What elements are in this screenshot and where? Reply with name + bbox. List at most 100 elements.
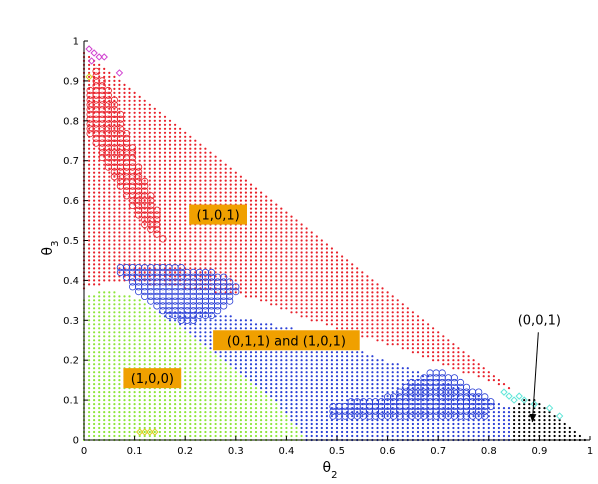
- region-dot: [361, 363, 364, 366]
- region-dot: [280, 430, 283, 434]
- region-dot: [401, 430, 404, 434]
- region-dot: [341, 359, 344, 362]
- region-dot: [270, 426, 273, 430]
- region-dot: [351, 271, 354, 274]
- region-dot: [260, 199, 263, 202]
- region-dot: [310, 303, 313, 306]
- region-dot: [103, 411, 106, 414]
- region-dot: [179, 139, 182, 142]
- region-dot: [98, 430, 101, 434]
- region-dot: [244, 434, 247, 438]
- region-dot: [158, 315, 161, 318]
- region-dot: [275, 355, 278, 358]
- region-dot: [249, 383, 253, 386]
- region-dot: [184, 355, 187, 358]
- region-dot: [199, 167, 202, 170]
- region-dot: [189, 151, 192, 154]
- region-dot: [447, 355, 450, 358]
- region-dot: [118, 87, 121, 90]
- region-dot: [280, 251, 283, 254]
- region-dot: [204, 375, 207, 378]
- region-dot: [254, 211, 258, 214]
- region-dot: [381, 363, 384, 366]
- region-dot: [290, 426, 293, 430]
- region-dot: [179, 343, 182, 346]
- region-dot: [305, 411, 308, 414]
- region-dot: [88, 251, 91, 254]
- region-dot: [244, 395, 247, 398]
- circle-marker: [329, 402, 337, 411]
- region-dot: [234, 419, 237, 422]
- region-dot: [113, 75, 116, 78]
- region-dot: [158, 263, 161, 266]
- region-dot: [234, 255, 237, 258]
- region-dot: [204, 426, 207, 430]
- region-dot: [194, 323, 197, 326]
- region-dot: [477, 434, 480, 438]
- region-dot: [270, 283, 273, 286]
- region-dot: [437, 355, 440, 358]
- region-dot: [189, 267, 192, 270]
- region-dot: [113, 407, 116, 410]
- region-dot: [452, 359, 455, 362]
- region-dot: [103, 395, 106, 398]
- region-dot: [128, 359, 131, 362]
- region-dot: [184, 375, 187, 378]
- region-dot: [406, 367, 409, 370]
- region-dot: [386, 371, 389, 374]
- region-dot: [184, 379, 187, 382]
- region-dot: [113, 223, 116, 226]
- region-dot: [280, 387, 283, 390]
- region-dot: [295, 247, 298, 250]
- region-dot: [204, 187, 207, 190]
- region-dot: [108, 227, 111, 230]
- region-dot: [330, 263, 333, 266]
- region-dot: [300, 395, 303, 398]
- region-dot: [381, 415, 384, 418]
- region-dot: [199, 415, 202, 418]
- region-dot: [224, 239, 227, 242]
- region-dot: [416, 351, 420, 354]
- region-dot: [507, 411, 511, 414]
- region-dot: [305, 295, 308, 298]
- region-dot: [148, 363, 151, 366]
- region-dot: [315, 235, 318, 238]
- region-dot: [93, 407, 96, 410]
- region-dot: [396, 387, 399, 390]
- region-dot: [108, 215, 111, 218]
- region-dot: [163, 339, 167, 342]
- region-dot: [148, 127, 151, 130]
- region-dot: [310, 351, 313, 354]
- region-dot: [189, 383, 192, 386]
- region-dot: [310, 407, 313, 410]
- region-dot: [168, 167, 172, 170]
- region-dot: [118, 371, 121, 374]
- region-dot: [148, 139, 151, 142]
- region-dot: [548, 426, 551, 430]
- region-dot: [416, 331, 420, 334]
- region-dot: [93, 163, 96, 166]
- region-dot: [189, 355, 192, 358]
- region-dot: [189, 167, 192, 170]
- region-dot: [320, 251, 323, 254]
- region-dot: [406, 311, 409, 314]
- region-dot: [108, 211, 111, 214]
- region-dot: [88, 151, 91, 154]
- region-dot: [174, 331, 177, 334]
- region-dot: [325, 307, 328, 310]
- region-dot: [163, 171, 167, 174]
- region-dot: [174, 123, 177, 126]
- region-dot: [341, 259, 344, 262]
- region-dot: [199, 255, 202, 258]
- region-dot: [432, 351, 435, 354]
- region-dot: [128, 207, 131, 210]
- region-dot: [244, 319, 247, 322]
- region-dot: [174, 271, 177, 274]
- circle-marker: [214, 307, 222, 315]
- region-dot: [265, 223, 268, 226]
- region-dot: [189, 163, 192, 166]
- region-dot: [118, 195, 121, 198]
- region-dot: [361, 331, 364, 334]
- region-dot: [148, 311, 151, 314]
- region-dot: [406, 323, 409, 326]
